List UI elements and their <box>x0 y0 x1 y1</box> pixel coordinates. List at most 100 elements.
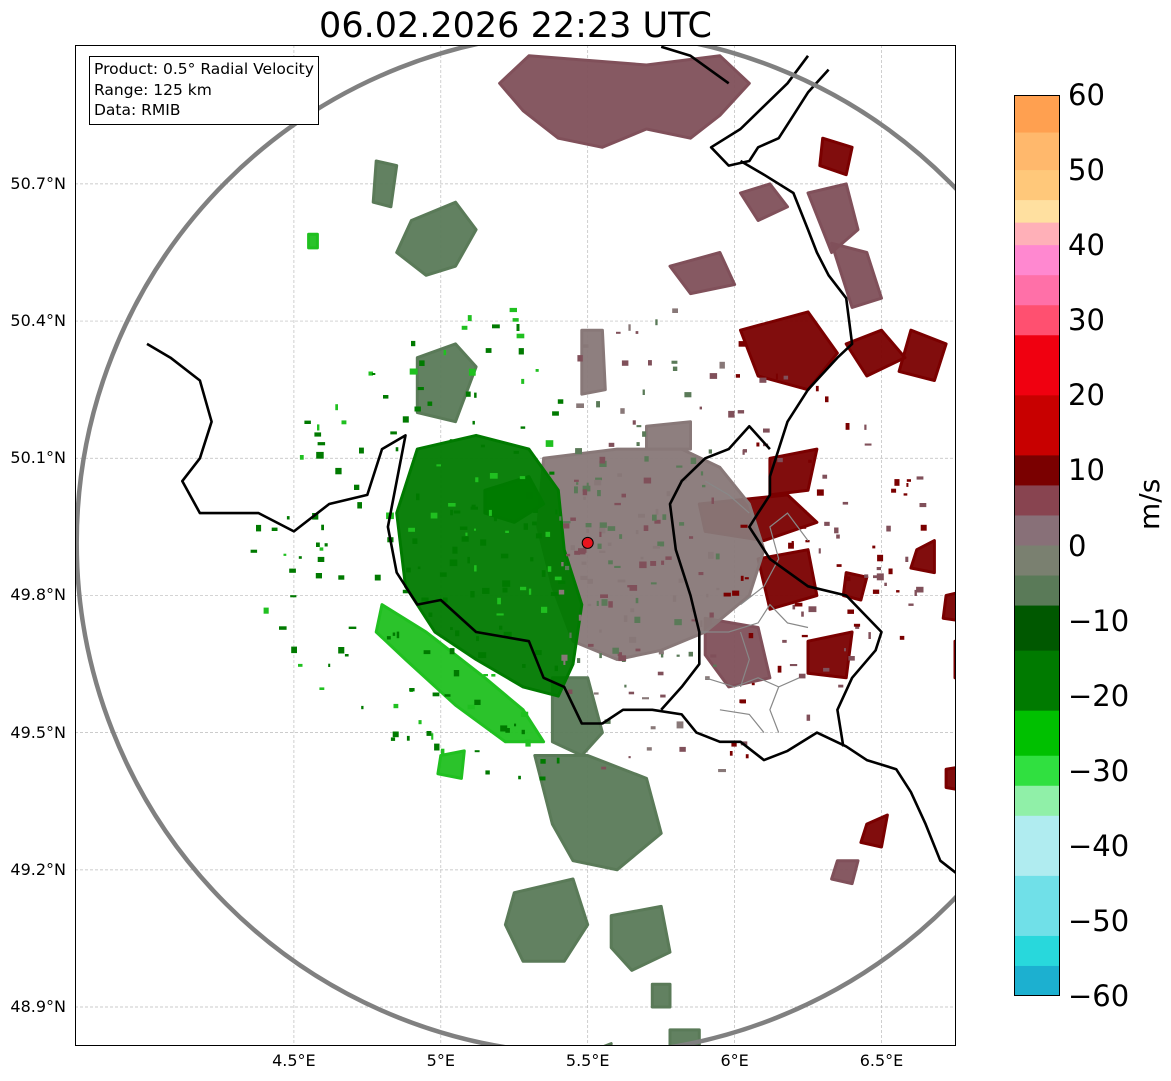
echo-speckle <box>338 647 345 654</box>
echo-speckle <box>500 553 509 559</box>
echo-speckle <box>661 560 665 565</box>
echo-speckle <box>619 534 623 539</box>
echo-speckle <box>361 705 364 710</box>
echo-speckle <box>563 523 570 529</box>
echo-speckle <box>525 739 531 747</box>
echo-speckle <box>876 573 884 581</box>
echo-speckle <box>516 324 520 331</box>
latitude-label: 50.7°N <box>10 173 66 193</box>
echo-speckle <box>550 592 559 596</box>
echo-speckle <box>688 651 693 657</box>
echo-speckle <box>617 652 622 656</box>
echo-speckle <box>808 459 812 463</box>
echo-speckle <box>418 720 422 725</box>
echo-speckle <box>635 597 639 604</box>
echo-speckle <box>702 484 706 488</box>
echo-speckle <box>691 619 697 622</box>
echo-speckle <box>608 560 613 565</box>
echo-speckle <box>532 521 537 526</box>
echo-speckle <box>853 623 861 627</box>
echo-speckle <box>777 457 783 463</box>
echo-speckle <box>737 410 745 414</box>
echo-speckle <box>824 521 830 526</box>
radar-map[interactable] <box>75 45 956 1046</box>
echo-speckle <box>574 479 579 482</box>
echo-approach-bright <box>374 603 546 744</box>
radar-map-canvas[interactable] <box>75 45 956 1046</box>
echo-receding-dark <box>941 591 956 622</box>
echo-speckle <box>804 510 807 514</box>
echo-speckle <box>709 373 718 379</box>
echo-speckle <box>459 526 468 530</box>
echo-speckle <box>711 497 714 504</box>
echo-speckle <box>563 658 566 665</box>
longitude-label: 5°E <box>426 1051 455 1070</box>
echo-speckle <box>607 526 616 531</box>
echo-speckle <box>317 556 325 562</box>
echo-speckle <box>423 650 431 655</box>
colorbar-tick-label: 60 <box>1068 78 1105 112</box>
echo-speckle <box>836 564 842 567</box>
echo-speckle <box>735 374 740 378</box>
echo-speckle <box>621 360 629 366</box>
echo-speckle <box>541 606 548 613</box>
echo-speckle <box>406 567 411 573</box>
echo-speckle <box>492 324 500 329</box>
echo-speckle <box>587 578 593 584</box>
colorbar-tick-label: 30 <box>1068 303 1105 338</box>
echo-speckle <box>896 590 900 593</box>
echo-speckle <box>390 737 396 741</box>
echo-speckle <box>426 731 432 736</box>
echo-speckle <box>635 530 639 535</box>
echo-speckle <box>406 735 410 741</box>
echo-speckle <box>436 464 441 467</box>
region-border <box>739 631 750 688</box>
echo-speckle <box>483 674 488 677</box>
country-border <box>660 45 730 85</box>
echo-speckle <box>650 726 656 730</box>
echo-speckle <box>578 548 586 555</box>
echo-speckle <box>402 589 409 594</box>
echo-speckle <box>526 492 533 499</box>
echo-speckle <box>414 406 421 412</box>
echo-speckle <box>872 545 876 549</box>
echo-speckle <box>576 403 584 408</box>
echo-speckle <box>607 542 612 546</box>
colorbar-segment <box>1014 170 1060 201</box>
echo-speckle <box>453 510 461 514</box>
radar-site-dot[interactable] <box>581 536 594 549</box>
echo-speckle <box>630 608 635 613</box>
echo-speckle <box>608 601 613 608</box>
echo-speckle <box>706 593 709 598</box>
echo-speckle <box>357 502 362 509</box>
echo-speckle <box>916 476 924 480</box>
echo-speckle <box>263 607 269 614</box>
echo-speckle <box>914 589 917 596</box>
echo-speckle <box>444 694 451 697</box>
colorbar-tick-label: 0 <box>1068 528 1087 563</box>
echo-receding-light <box>830 241 883 309</box>
echo-speckle <box>500 725 508 732</box>
echo-speckle <box>491 674 496 677</box>
echo-speckle <box>467 315 472 322</box>
radar-site-marker <box>581 536 594 549</box>
echo-speckle <box>513 450 519 454</box>
echo-speckle <box>279 626 287 630</box>
echo-speckle <box>775 373 778 380</box>
echo-speckle <box>448 503 456 507</box>
echo-speckle <box>844 648 846 652</box>
echo-speckle <box>825 396 829 403</box>
echo-speckle <box>321 524 324 531</box>
longitude-label: 6°E <box>720 1051 749 1070</box>
colorbar-tick-label: 50 <box>1068 153 1105 188</box>
echo-speckle <box>317 442 326 446</box>
echo-speckle <box>905 556 909 562</box>
echo-speckle <box>574 550 581 555</box>
colorbar-segment <box>1014 785 1060 817</box>
echo-speckle <box>599 531 602 537</box>
echo-speckle <box>818 548 821 554</box>
echo-speckle <box>845 423 850 430</box>
echo-receding-light <box>739 182 789 222</box>
colorbar-segment <box>1014 395 1060 456</box>
echo-speckle <box>751 682 755 686</box>
